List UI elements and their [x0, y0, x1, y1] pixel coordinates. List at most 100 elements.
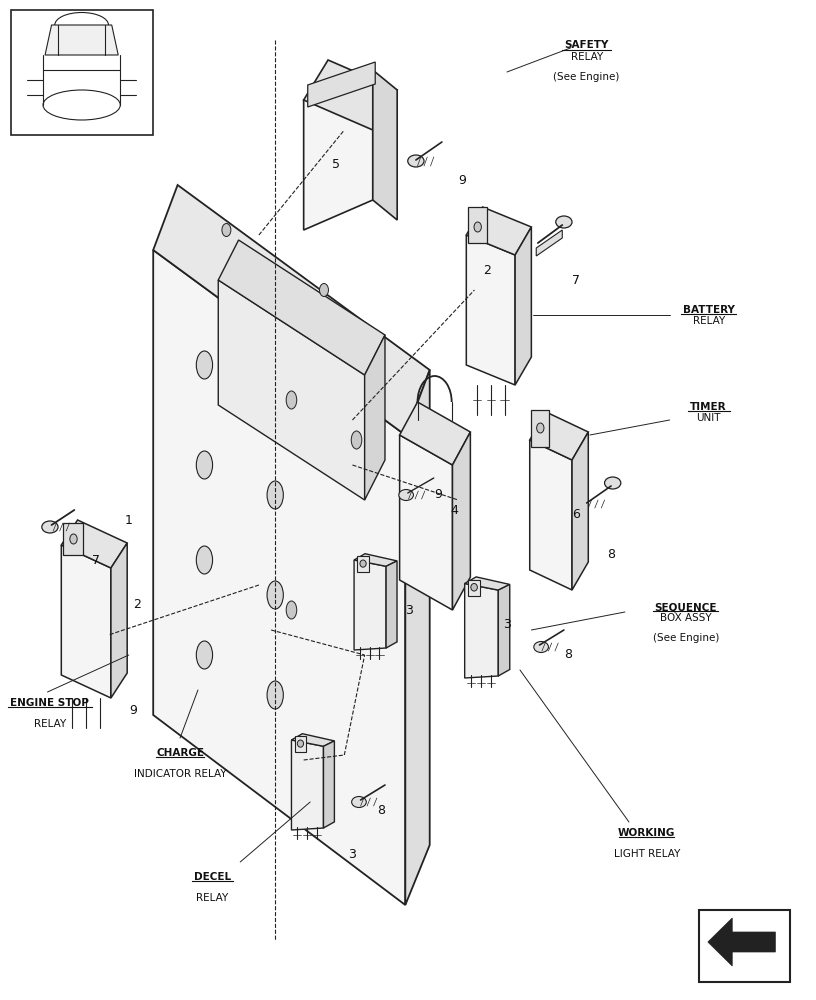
Text: 9: 9 [459, 174, 466, 186]
Text: 3: 3 [503, 618, 511, 632]
Polygon shape [466, 207, 531, 255]
Text: CHARGE: CHARGE [156, 748, 204, 758]
Polygon shape [153, 185, 430, 435]
FancyBboxPatch shape [698, 910, 790, 982]
Text: BATTERY: BATTERY [683, 305, 734, 315]
Polygon shape [406, 370, 430, 905]
Ellipse shape [267, 581, 283, 609]
Text: RELAY: RELAY [33, 719, 66, 729]
Text: SEQUENCE: SEQUENCE [654, 602, 717, 612]
Ellipse shape [286, 391, 297, 409]
Polygon shape [400, 402, 470, 465]
Polygon shape [466, 235, 515, 385]
Text: 3: 3 [348, 848, 357, 861]
Polygon shape [515, 227, 531, 385]
Ellipse shape [222, 224, 231, 236]
Ellipse shape [474, 222, 481, 232]
Polygon shape [218, 240, 385, 375]
Polygon shape [531, 410, 549, 447]
Polygon shape [218, 280, 365, 500]
Ellipse shape [537, 423, 544, 433]
Ellipse shape [471, 584, 477, 591]
Text: 1: 1 [125, 514, 133, 526]
Polygon shape [464, 577, 510, 590]
Text: RELAY: RELAY [693, 316, 725, 326]
Polygon shape [707, 918, 775, 966]
Text: RELAY: RELAY [570, 52, 603, 62]
Polygon shape [453, 432, 470, 610]
Text: 7: 7 [572, 273, 580, 286]
Polygon shape [468, 580, 481, 596]
Text: (See Engine): (See Engine) [653, 633, 719, 643]
Text: RELAY: RELAY [197, 893, 228, 903]
Ellipse shape [70, 534, 78, 544]
Ellipse shape [556, 216, 572, 228]
Ellipse shape [267, 681, 283, 709]
Ellipse shape [534, 642, 548, 652]
Text: TIMER: TIMER [690, 402, 727, 412]
Polygon shape [323, 741, 335, 828]
Text: SAFETY: SAFETY [565, 40, 609, 50]
Polygon shape [308, 62, 375, 107]
Ellipse shape [351, 431, 361, 449]
Polygon shape [63, 523, 83, 555]
Ellipse shape [42, 521, 58, 533]
Text: 3: 3 [406, 603, 414, 616]
Polygon shape [354, 560, 386, 650]
Text: INDICATOR RELAY: INDICATOR RELAY [134, 769, 226, 779]
Polygon shape [386, 561, 397, 648]
Polygon shape [61, 545, 111, 698]
Ellipse shape [605, 477, 621, 489]
Polygon shape [61, 520, 127, 568]
Text: 2: 2 [483, 263, 490, 276]
Text: 4: 4 [450, 504, 458, 516]
Text: 8: 8 [564, 648, 572, 662]
Polygon shape [111, 543, 127, 698]
Text: 5: 5 [332, 158, 340, 172]
Polygon shape [400, 435, 453, 610]
Polygon shape [304, 70, 373, 230]
Polygon shape [530, 440, 572, 590]
FancyBboxPatch shape [11, 10, 153, 135]
Text: (See Engine): (See Engine) [553, 72, 620, 82]
Text: DECEL: DECEL [194, 872, 231, 882]
Text: 6: 6 [572, 508, 580, 522]
Polygon shape [354, 554, 397, 566]
Ellipse shape [267, 481, 283, 509]
Polygon shape [304, 60, 397, 130]
Polygon shape [468, 207, 487, 243]
Text: 8: 8 [607, 548, 615, 562]
Text: WORKING: WORKING [619, 828, 676, 838]
Polygon shape [291, 734, 335, 746]
Ellipse shape [197, 641, 213, 669]
Ellipse shape [197, 451, 213, 479]
Ellipse shape [352, 796, 366, 808]
Polygon shape [536, 230, 562, 256]
Ellipse shape [286, 601, 297, 619]
Text: 9: 9 [434, 488, 441, 502]
Text: 9: 9 [129, 704, 137, 716]
Text: LIGHT RELAY: LIGHT RELAY [614, 849, 680, 859]
Ellipse shape [197, 351, 213, 379]
Text: 2: 2 [133, 598, 141, 611]
Polygon shape [291, 740, 323, 830]
Text: 7: 7 [92, 554, 100, 566]
Ellipse shape [197, 546, 213, 574]
Polygon shape [365, 335, 385, 500]
Polygon shape [45, 25, 118, 55]
Text: ENGINE STOP: ENGINE STOP [11, 698, 90, 708]
Polygon shape [153, 250, 406, 905]
Polygon shape [464, 584, 499, 678]
Ellipse shape [320, 284, 329, 296]
Ellipse shape [408, 155, 424, 167]
Ellipse shape [360, 560, 366, 567]
Ellipse shape [399, 489, 414, 500]
Polygon shape [530, 412, 588, 460]
Polygon shape [357, 556, 369, 572]
Polygon shape [373, 70, 397, 220]
Text: UNIT: UNIT [696, 413, 721, 423]
Text: 8: 8 [377, 804, 385, 816]
Text: BOX ASSY: BOX ASSY [660, 613, 712, 623]
Polygon shape [295, 736, 306, 752]
Polygon shape [499, 584, 510, 676]
